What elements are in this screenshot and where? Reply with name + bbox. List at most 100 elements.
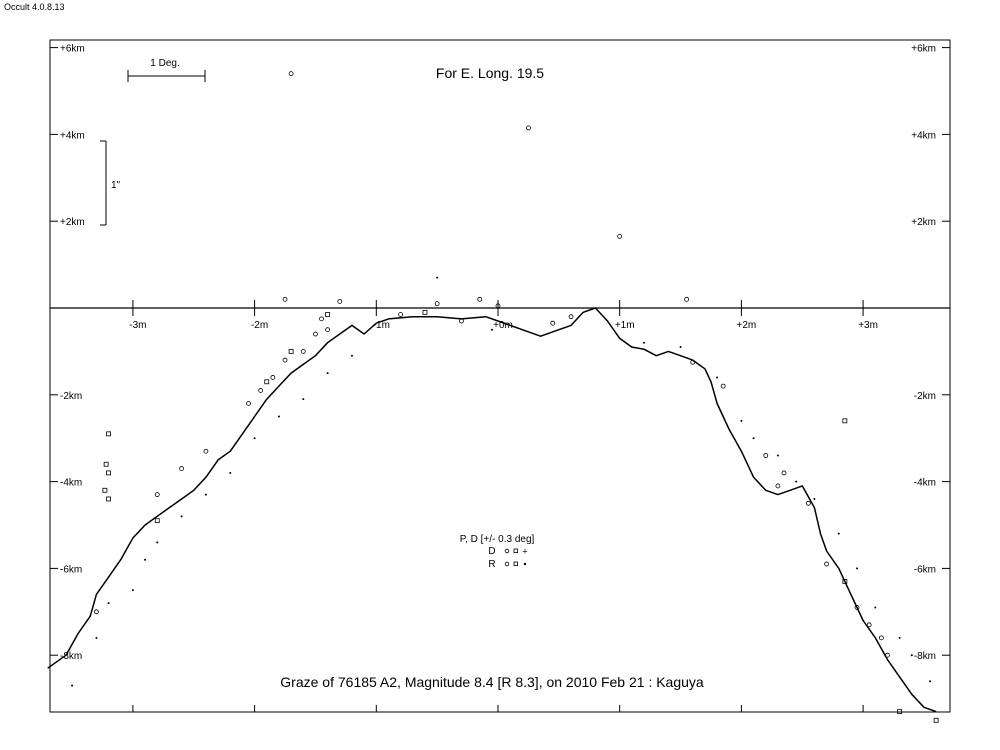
- obs-dot-7: [204, 493, 207, 496]
- obs-dot-29: [929, 680, 932, 683]
- legend-r-square: [513, 561, 518, 566]
- obs-circle-5: [337, 299, 343, 304]
- obs-circle-29: [781, 470, 787, 476]
- obs-circle-30: [805, 500, 811, 506]
- obs-circle-1: [526, 125, 531, 131]
- obs-circle-0: [288, 71, 294, 77]
- obs-square-1: [103, 461, 109, 467]
- y-tick-label-left-5: -6km: [60, 564, 82, 575]
- legend-r-circle: [504, 561, 510, 567]
- obs-square-6: [264, 379, 270, 385]
- y-tick-label-right-0: +6km: [911, 44, 936, 55]
- obs-circle-3: [282, 296, 288, 302]
- y-tick-label-left-6: -8km: [60, 651, 82, 662]
- obs-circle-24: [568, 314, 574, 320]
- x-tick-label-6: +3m: [858, 320, 878, 331]
- x-tick-label-4: +1m: [615, 320, 635, 331]
- obs-circle-31: [824, 561, 829, 567]
- obs-circle-11: [179, 466, 184, 471]
- obs-dot-5: [156, 541, 159, 544]
- obs-circle-35: [885, 652, 890, 658]
- scale-bar-horizontal-label: 1 Deg.: [150, 58, 179, 69]
- axis-layer: -3m -2m -1m +0m +1m +2m +3m +6km +6km +4km +4km +2k…: [50, 44, 950, 712]
- obs-dot-10: [277, 415, 280, 418]
- obs-square-7: [288, 348, 294, 354]
- obs-circle-15: [270, 375, 276, 380]
- obs-circle-4: [684, 296, 690, 302]
- obs-square-8: [325, 312, 331, 317]
- legend-r-dot: [523, 562, 527, 566]
- obs-dot-3: [131, 589, 134, 592]
- obs-square-2: [106, 470, 111, 476]
- x-tick-label-5: +2m: [737, 320, 757, 331]
- chart-subtitle: For E. Long. 19.5: [436, 65, 544, 81]
- y-tick-label-left-3: -2km: [60, 391, 82, 402]
- scale-bar-vertical-label: 1": [111, 180, 121, 191]
- obs-square-4: [106, 496, 111, 502]
- obs-circle-14: [258, 388, 264, 393]
- obs-square-10: [842, 418, 848, 424]
- obs-circle-6: [477, 296, 483, 302]
- legend-r-label: R: [488, 559, 495, 570]
- scale-bar-horizontal: 1 Deg.: [127, 58, 206, 82]
- legend-d-label: D: [488, 546, 495, 557]
- obs-circle-23: [550, 320, 556, 326]
- obs-dot-17: [679, 346, 682, 349]
- x-tick-label-0: -3m: [129, 320, 146, 331]
- obs-circle-18: [313, 331, 318, 337]
- obs-circle-20: [325, 327, 331, 333]
- legend: P, D [+/- 0.3 deg] D + R: [460, 534, 535, 570]
- y-tick-label-right-5: -6km: [914, 564, 936, 575]
- obs-dot-13: [350, 354, 353, 357]
- obs-dot-18: [716, 376, 719, 379]
- obs-dot-2: [107, 602, 110, 605]
- obs-dot-6: [180, 515, 183, 518]
- obs-circle-19: [319, 316, 324, 322]
- y-tick-label-left-2: +2km: [60, 217, 85, 228]
- obs-square-3: [102, 487, 108, 493]
- y-tick-label-right-2: +2km: [911, 217, 936, 228]
- obs-square-5: [154, 518, 160, 524]
- obs-dot-21: [776, 454, 779, 457]
- plot-frame: [49, 39, 951, 713]
- obs-dot-28: [910, 654, 913, 657]
- legend-d-plus: +: [522, 547, 527, 557]
- obs-dot-4: [144, 558, 147, 561]
- chart-title: Graze of 76185 A2, Magnitude 8.4 [R 8.3]…: [280, 674, 704, 690]
- obs-dot-12: [326, 372, 329, 375]
- obs-circle-9: [93, 609, 99, 615]
- limb-profile-line: [47, 307, 937, 713]
- obs-dot-23: [813, 497, 816, 500]
- obs-dot-0: [71, 684, 74, 687]
- obs-circle-27: [763, 453, 769, 458]
- y-tick-label-right-6: -8km: [914, 651, 936, 662]
- obs-circle-26: [720, 383, 726, 389]
- obs-circle-25: [690, 359, 696, 365]
- obs-dot-20: [752, 437, 755, 440]
- obs-dot-19: [740, 419, 743, 422]
- legend-d-circle: [504, 548, 510, 554]
- overlay-layer: For E. Long. 19.5 Graze of 76185 A2, Mag…: [100, 58, 704, 690]
- obs-square-0: [106, 431, 111, 437]
- obs-circle-34: [878, 635, 884, 641]
- y-tick-label-left-1: +4km: [60, 130, 85, 141]
- obs-dot-8: [229, 471, 232, 474]
- y-tick-label-right-4: -4km: [914, 478, 936, 489]
- x-tick-label-2: -1m: [373, 320, 390, 331]
- obs-square-12: [897, 709, 903, 715]
- app-title: Occult 4.0.8.13: [4, 2, 65, 12]
- legend-header: P, D [+/- 0.3 deg]: [460, 534, 535, 545]
- obs-square-11: [842, 579, 848, 584]
- legend-d-square: [513, 548, 518, 553]
- obs-circle-2: [617, 233, 623, 239]
- series-layer: [47, 71, 939, 723]
- y-tick-label-left-4: -4km: [60, 478, 82, 489]
- x-tick-label-3: +0m: [493, 320, 513, 331]
- x-tick-label-1: -2m: [251, 320, 268, 331]
- obs-circle-28: [775, 483, 781, 489]
- obs-circle-13: [246, 401, 251, 406]
- obs-circle-33: [866, 622, 872, 628]
- obs-circle-16: [282, 357, 288, 363]
- obs-dot-15: [490, 328, 493, 331]
- obs-dot-1: [95, 636, 98, 639]
